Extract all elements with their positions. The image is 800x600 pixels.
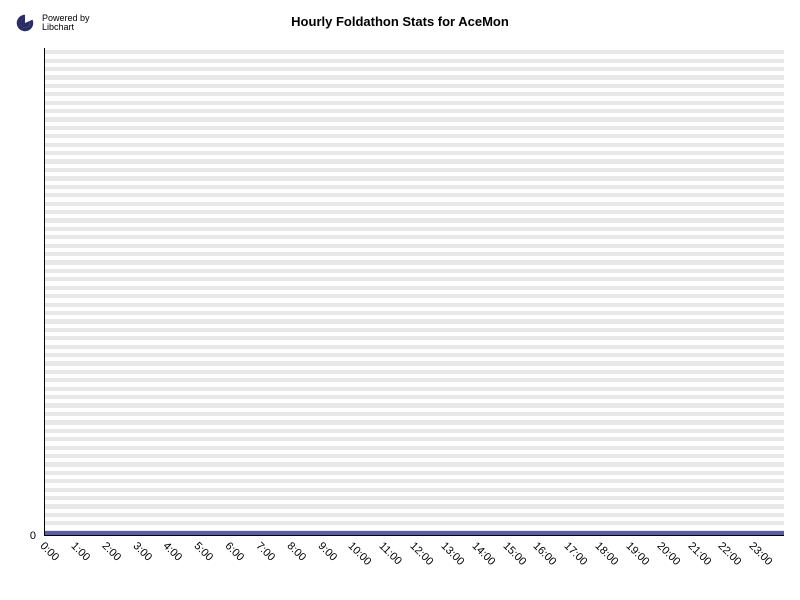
grid-line xyxy=(45,218,784,222)
grid-line xyxy=(45,277,784,281)
series-baseline xyxy=(45,531,784,535)
grid-line xyxy=(45,319,784,323)
grid-line xyxy=(45,193,784,197)
grid-line xyxy=(45,244,784,248)
x-tick-label: 18:00 xyxy=(593,540,621,568)
chart-container: { "branding": { "line1": "Powered by", "… xyxy=(0,0,800,600)
x-tick-label: 10:00 xyxy=(346,540,374,568)
grid-line xyxy=(45,311,784,315)
x-tick-label: 14:00 xyxy=(469,540,497,568)
grid-line xyxy=(45,370,784,374)
x-tick-label: 5:00 xyxy=(192,540,216,564)
grid-line xyxy=(45,252,784,256)
plot-wrap: 0 0:001:002:003:004:005:006:007:008:009:… xyxy=(44,48,784,536)
grid-line xyxy=(45,59,784,63)
grid-line xyxy=(45,151,784,155)
x-tick-label: 20:00 xyxy=(654,540,682,568)
grid-line xyxy=(45,361,784,365)
grid-line xyxy=(45,462,784,466)
grid-line xyxy=(45,235,784,239)
grid-line xyxy=(45,496,784,500)
grid-line xyxy=(45,260,784,264)
grid-line xyxy=(45,479,784,483)
grid-line xyxy=(45,176,784,180)
x-tick-label: 7:00 xyxy=(253,540,277,564)
x-tick-label: 8:00 xyxy=(284,540,308,564)
grid-line xyxy=(45,117,784,121)
x-tick-label: 16:00 xyxy=(531,540,559,568)
grid-line xyxy=(45,185,784,189)
grid-line xyxy=(45,303,784,307)
x-tick-label: 22:00 xyxy=(716,540,744,568)
grid-line xyxy=(45,412,784,416)
grid-line xyxy=(45,143,784,147)
x-tick-label: 11:00 xyxy=(377,540,404,567)
chart-title: Hourly Foldathon Stats for AceMon xyxy=(0,14,800,29)
plot-area xyxy=(44,48,784,536)
grid-line xyxy=(45,454,784,458)
x-tick-label: 13:00 xyxy=(438,540,466,568)
x-tick-label: 23:00 xyxy=(747,540,775,568)
x-tick-label: 0:00 xyxy=(38,540,62,564)
grid-line xyxy=(45,269,784,273)
grid-line xyxy=(45,504,784,508)
grid-line xyxy=(45,67,784,71)
grid-line xyxy=(45,126,784,130)
grid-line xyxy=(45,75,784,79)
x-tick-label: 3:00 xyxy=(130,540,154,564)
x-tick-label: 2:00 xyxy=(99,540,123,564)
grid-line xyxy=(45,202,784,206)
grid-line xyxy=(45,84,784,88)
grid-line xyxy=(45,168,784,172)
grid-line xyxy=(45,159,784,163)
grid-line xyxy=(45,387,784,391)
x-tick-label: 12:00 xyxy=(408,540,436,568)
grid-line xyxy=(45,446,784,450)
grid-line xyxy=(45,345,784,349)
x-tick-label: 1:00 xyxy=(68,540,92,564)
grid-line xyxy=(45,471,784,475)
x-ticks: 0:001:002:003:004:005:006:007:008:009:00… xyxy=(44,536,784,596)
grid-line xyxy=(45,513,784,517)
grid-line xyxy=(45,429,784,433)
grid-line xyxy=(45,395,784,399)
x-tick-label: 19:00 xyxy=(623,540,651,568)
grid-line xyxy=(45,286,784,290)
grid-line xyxy=(45,101,784,105)
grid-line xyxy=(45,437,784,441)
x-tick-label: 21:00 xyxy=(685,540,713,568)
x-tick-label: 6:00 xyxy=(223,540,247,564)
grid-line xyxy=(45,109,784,113)
grid-line xyxy=(45,521,784,525)
grid-line xyxy=(45,403,784,407)
grid-line xyxy=(45,92,784,96)
grid-line xyxy=(45,353,784,357)
grid-line xyxy=(45,378,784,382)
grid-line xyxy=(45,210,784,214)
grid-line xyxy=(45,328,784,332)
grid-line xyxy=(45,420,784,424)
grid-line xyxy=(45,488,784,492)
x-tick-label: 9:00 xyxy=(315,540,339,564)
grid-line xyxy=(45,50,784,54)
x-tick-label: 17:00 xyxy=(562,540,590,568)
grid-line xyxy=(45,227,784,231)
grid-line xyxy=(45,294,784,298)
x-tick-label: 15:00 xyxy=(500,540,528,568)
grid-line xyxy=(45,336,784,340)
x-tick-label: 4:00 xyxy=(161,540,185,564)
grid-line xyxy=(45,134,784,138)
y-tick-0: 0 xyxy=(6,530,44,542)
